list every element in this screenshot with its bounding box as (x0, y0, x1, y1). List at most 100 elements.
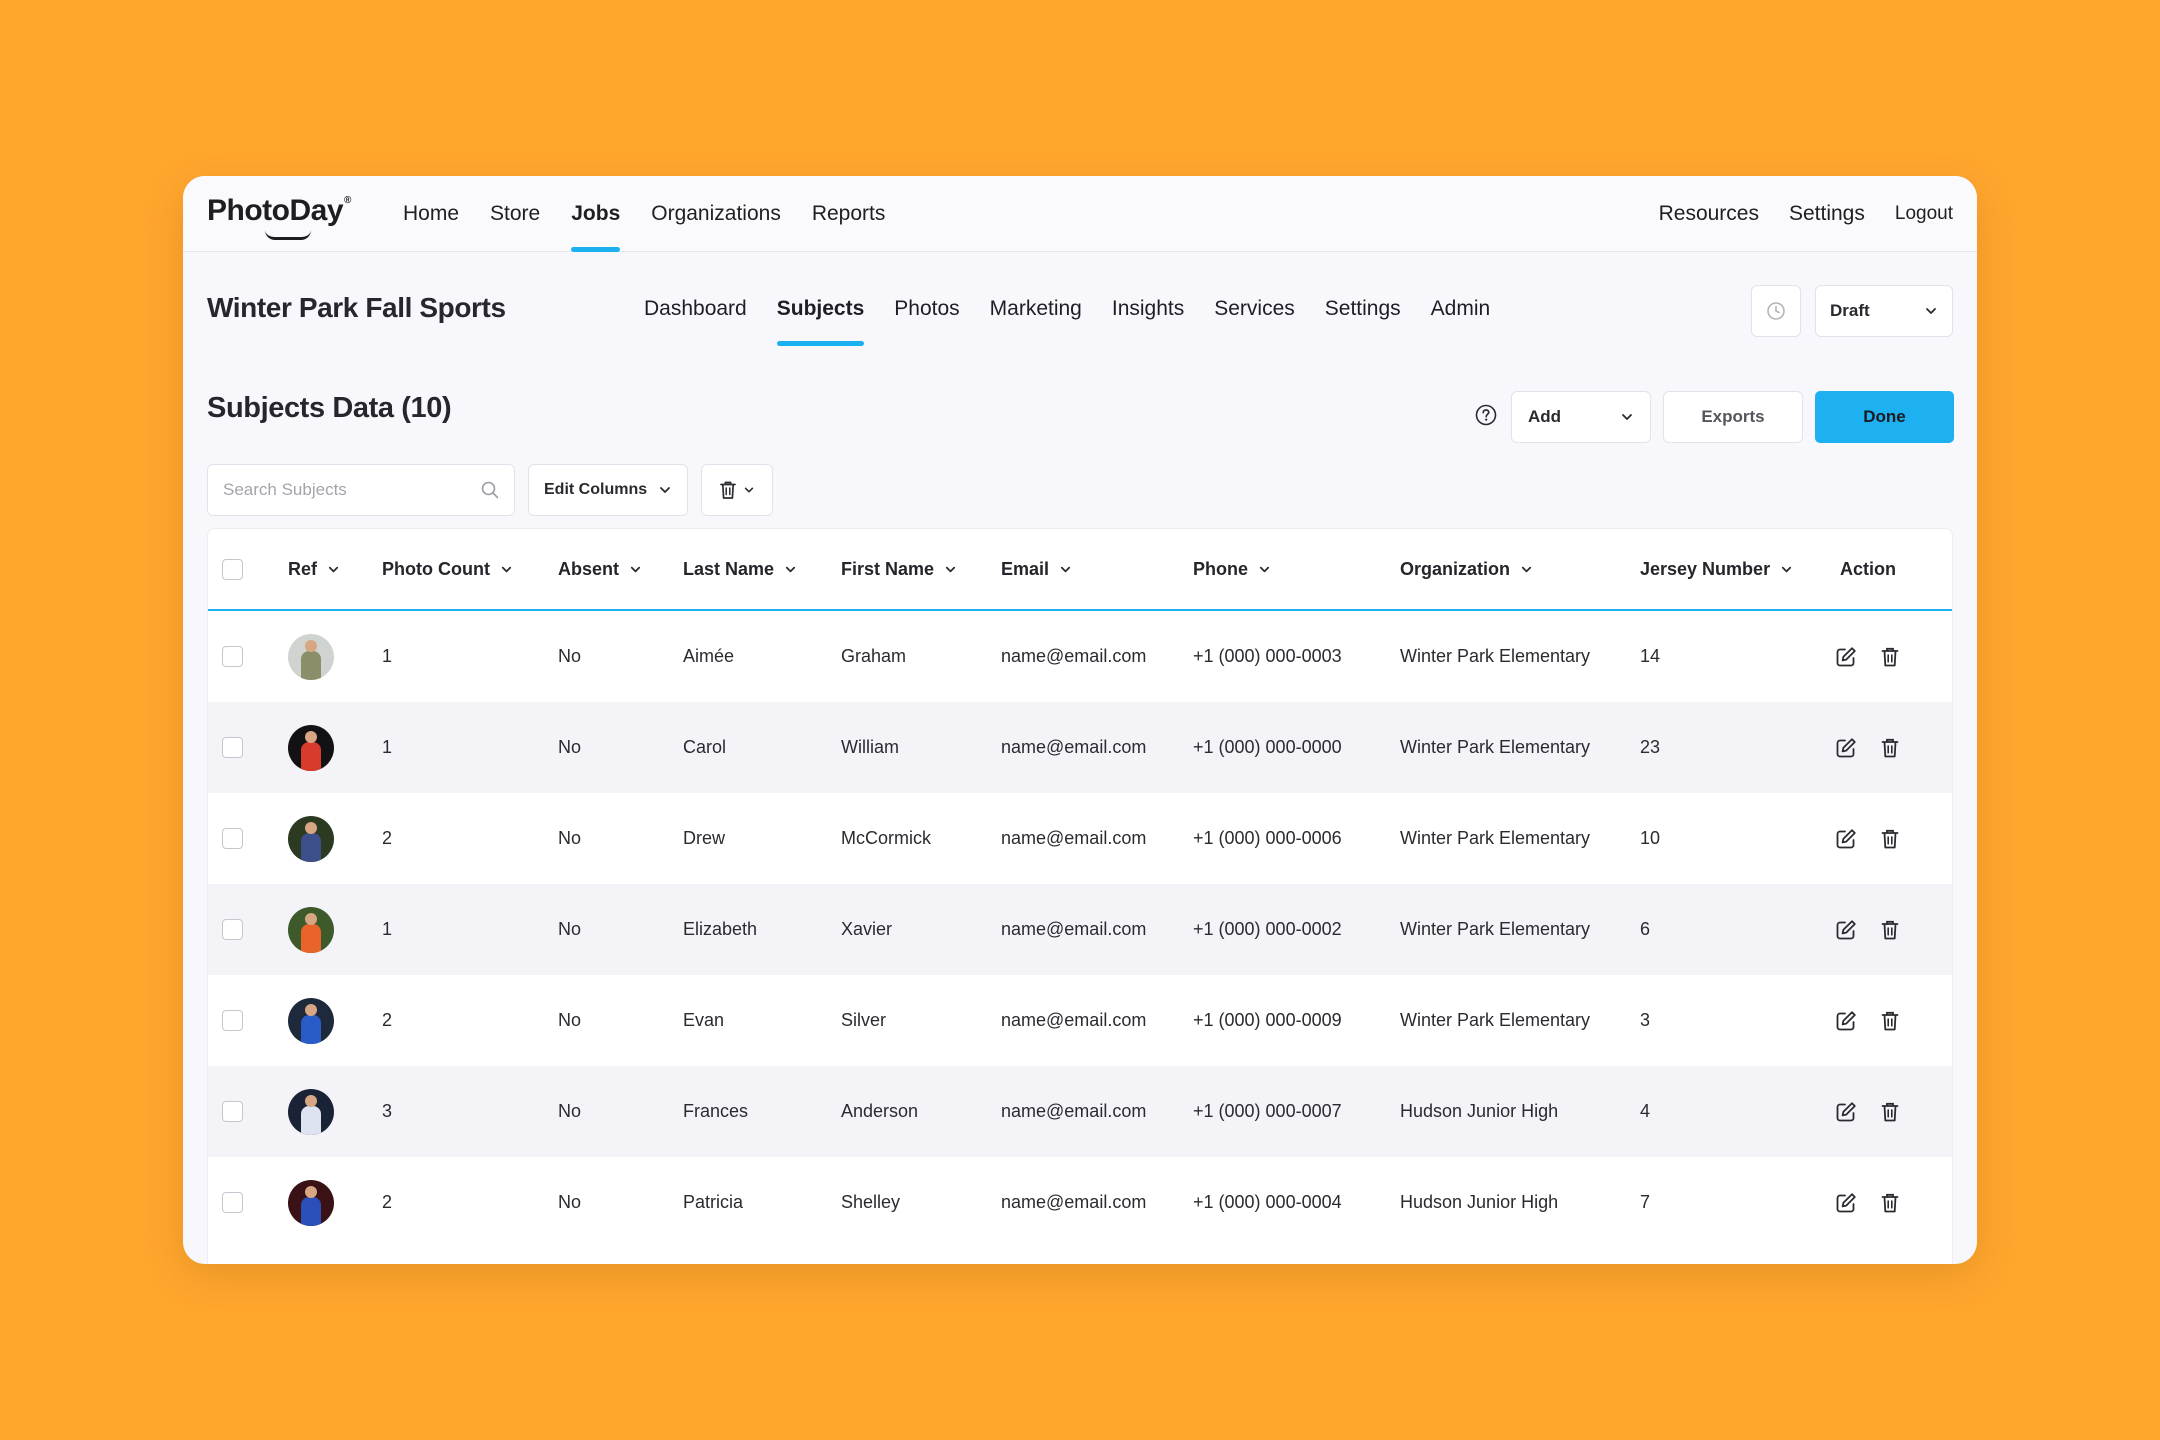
absent-cell: No (558, 737, 582, 757)
edit-icon[interactable] (1834, 736, 1858, 760)
photoday-logo[interactable]: PhotoDay® (207, 194, 351, 240)
subject-photo-thumbnail[interactable] (288, 724, 334, 771)
row-checkbox[interactable] (222, 737, 243, 758)
tab-dashboard[interactable]: Dashboard (644, 297, 747, 320)
column-header-ref[interactable]: Ref (288, 529, 340, 609)
row-checkbox[interactable] (222, 919, 243, 940)
photo-count-cell: 2 (382, 1010, 393, 1030)
history-button[interactable] (1751, 285, 1801, 337)
chevron-down-icon (1781, 566, 1792, 572)
subject-photo-thumbnail[interactable] (288, 1088, 334, 1135)
action-cell (1834, 611, 1902, 702)
edit-icon[interactable] (1834, 918, 1858, 942)
ref-cell (288, 702, 334, 793)
column-header-first-name[interactable]: First Name (841, 529, 957, 609)
edit-icon[interactable] (1834, 645, 1858, 669)
photo-count-cell: 1 (382, 646, 393, 666)
row-checkbox[interactable] (222, 1192, 243, 1213)
subject-photo-thumbnail[interactable] (288, 906, 334, 953)
add-dropdown-button[interactable]: Add (1511, 391, 1651, 443)
avatar-body (301, 1105, 321, 1135)
add-label: Add (1528, 407, 1562, 426)
email-cell: name@email.com (1001, 919, 1147, 939)
trash-icon[interactable] (1878, 736, 1902, 760)
search-input[interactable] (223, 465, 473, 515)
done-button[interactable]: Done (1815, 391, 1954, 443)
trash-icon[interactable] (1878, 918, 1902, 942)
nav-logout[interactable]: Logout (1894, 203, 1953, 224)
edit-columns-button[interactable]: Edit Columns (528, 464, 688, 516)
subject-photo-thumbnail[interactable] (288, 1179, 334, 1226)
trash-icon[interactable] (1878, 1009, 1902, 1033)
edit-icon[interactable] (1834, 827, 1858, 851)
row-select-cell (222, 702, 243, 793)
nav-store[interactable]: Store (490, 202, 541, 225)
nav-settings[interactable]: Settings (1788, 202, 1865, 225)
tab-admin[interactable]: Admin (1430, 297, 1491, 320)
table-header: Ref Photo Count Absent Last Name First Name E… (208, 529, 1952, 611)
chevron-down-icon (945, 566, 956, 572)
edit-icon[interactable] (1834, 1191, 1858, 1215)
jersey-number-cell: 6 (1640, 919, 1651, 939)
column-header-photo-count[interactable]: Photo Count (382, 529, 513, 609)
row-checkbox[interactable] (222, 646, 243, 667)
column-header-jersey-number[interactable]: Jersey Number (1640, 529, 1793, 609)
row-checkbox[interactable] (222, 1101, 243, 1122)
select-all-checkbox[interactable] (222, 558, 243, 580)
email-cell: name@email.com (1001, 737, 1147, 757)
column-header-last-name[interactable]: Last Name (683, 529, 797, 609)
nav-reports[interactable]: Reports (811, 202, 886, 225)
row-checkbox[interactable] (222, 828, 243, 849)
column-header-phone[interactable]: Phone (1193, 529, 1271, 609)
last-name-cell: Carol (683, 737, 727, 757)
nav-organizations[interactable]: Organizations (651, 202, 781, 225)
help-icon[interactable] (1475, 404, 1497, 426)
trash-icon[interactable] (1878, 1191, 1902, 1215)
tab-subjects[interactable]: Subjects (776, 272, 864, 346)
nav-jobs[interactable]: Jobs (571, 176, 621, 252)
last-name-cell: Aimée (683, 646, 735, 666)
nav-home[interactable]: Home (403, 202, 460, 225)
tab-services[interactable]: Services (1214, 297, 1295, 320)
edit-columns-label: Edit Columns (544, 481, 648, 498)
ref-cell (288, 884, 334, 975)
section-title: Subjects Data (10) (207, 392, 452, 424)
trash-icon[interactable] (1878, 1100, 1902, 1124)
bulk-delete-dropdown[interactable] (701, 464, 773, 516)
avatar-body (301, 923, 321, 953)
trash-icon[interactable] (1878, 827, 1902, 851)
chevron-down-icon (1060, 566, 1071, 572)
edit-icon[interactable] (1834, 1009, 1858, 1033)
search-icon[interactable] (480, 480, 500, 500)
subject-photo-thumbnail[interactable] (288, 633, 334, 680)
column-header-organization[interactable]: Organization (1400, 529, 1533, 609)
avatar-head (305, 821, 317, 834)
phone-cell: +1 (000) 000-0004 (1193, 1192, 1342, 1212)
select-all-cell (222, 529, 243, 609)
column-header-label: First Name (841, 558, 935, 579)
phone-cell: +1 (000) 000-0006 (1193, 828, 1342, 848)
column-header-label: Ref (288, 558, 318, 579)
tab-insights[interactable]: Insights (1111, 297, 1185, 320)
chevron-down-icon (630, 566, 641, 572)
subject-photo-thumbnail[interactable] (288, 815, 334, 862)
subject-photo-thumbnail[interactable] (288, 997, 334, 1044)
jersey-number-cell: 23 (1640, 737, 1661, 757)
avatar-body (301, 741, 321, 771)
tab-settings[interactable]: Settings (1324, 297, 1401, 320)
column-header-absent[interactable]: Absent (558, 529, 642, 609)
first-name-cell: McCormick (841, 828, 931, 848)
nav-resources[interactable]: Resources (1658, 202, 1759, 225)
job-status-value: Draft (1830, 301, 1870, 320)
chevron-down-icon (328, 566, 339, 572)
job-subnav: Dashboard Subjects Photos Marketing Insights… (644, 272, 1520, 346)
row-checkbox[interactable] (222, 1010, 243, 1031)
job-status-select[interactable]: Draft (1815, 285, 1953, 337)
tab-marketing[interactable]: Marketing (989, 297, 1082, 320)
tab-photos[interactable]: Photos (894, 297, 960, 320)
trash-icon[interactable] (1878, 645, 1902, 669)
edit-icon[interactable] (1834, 1100, 1858, 1124)
column-header-email[interactable]: Email (1001, 529, 1072, 609)
subjects-table: Ref Photo Count Absent Last Name First Name E… (207, 528, 1953, 1264)
exports-button[interactable]: Exports (1663, 391, 1803, 443)
